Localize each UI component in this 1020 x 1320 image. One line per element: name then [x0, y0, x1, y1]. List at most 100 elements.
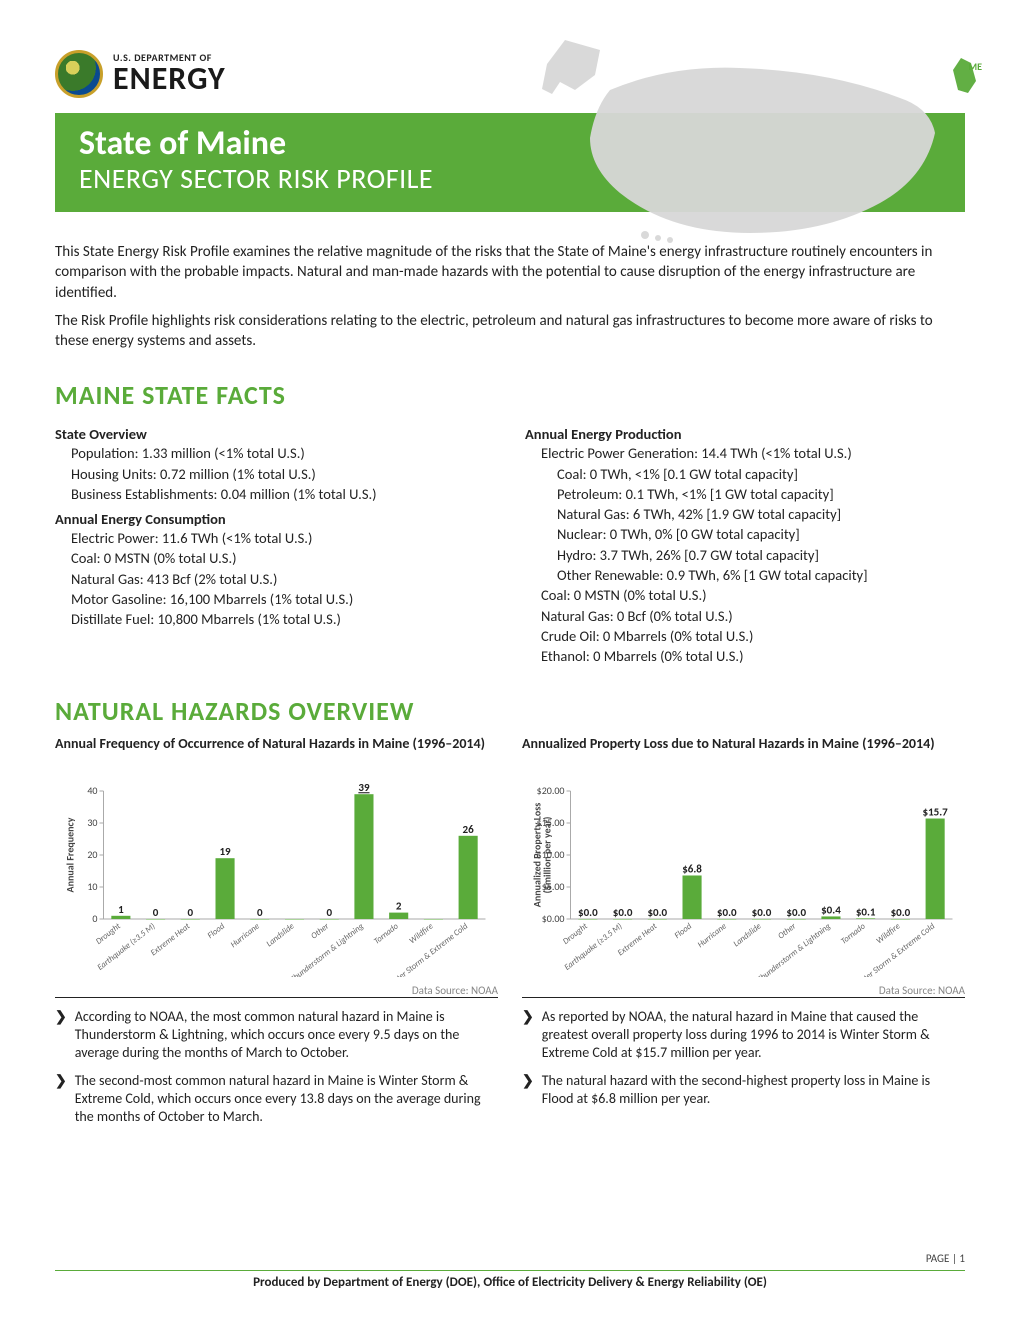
svg-text:$0.00: $0.00 — [542, 912, 565, 925]
svg-text:30: 30 — [87, 816, 97, 829]
loss-bar-chart: $0.00$5.00$10.00$15.00$20.00Annualized P… — [522, 777, 965, 977]
chart-title-loss: Annualized Property Loss due to Natural … — [522, 735, 965, 771]
svg-text:Earthquake (≥3.5 M): Earthquake (≥3.5 M) — [563, 921, 625, 973]
facts-row: Natural Gas: 6 TWh, 42% [1.9 GW total ca… — [525, 504, 965, 524]
svg-text:0: 0 — [188, 906, 194, 919]
bullet-icon: ❯ — [522, 1072, 534, 1108]
svg-text:Landslide: Landslide — [732, 921, 764, 949]
footer-text: Produced by Department of Energy (DOE), … — [253, 1275, 767, 1290]
bullets-row: ❯According to NOAA, the most common natu… — [55, 997, 965, 1137]
svg-text:Tornado: Tornado — [839, 921, 868, 947]
chart-source: Data Source: NOAA — [55, 984, 498, 997]
svg-text:0: 0 — [326, 906, 332, 919]
svg-text:Wildfire: Wildfire — [408, 921, 436, 946]
facts-subhead: Annual Energy Consumption — [55, 510, 495, 528]
svg-text:10: 10 — [87, 880, 97, 893]
facts-row: Business Establishments: 0.04 million (1… — [55, 484, 495, 504]
svg-text:0: 0 — [153, 906, 159, 919]
facts-subhead: Annual Energy Production — [525, 425, 965, 443]
svg-text:19: 19 — [219, 845, 231, 858]
svg-text:$0.0: $0.0 — [578, 906, 598, 919]
facts-columns: State OverviewPopulation: 1.33 million (… — [55, 419, 965, 666]
bullet-text: The natural hazard with the second-highe… — [542, 1072, 965, 1108]
section-heading-hazards: NATURAL HAZARDS OVERVIEW — [55, 695, 965, 727]
facts-row: Natural Gas: 0 Bcf (0% total U.S.) — [525, 606, 965, 626]
bullet-icon: ❯ — [522, 1008, 534, 1063]
svg-text:Hurricane: Hurricane — [229, 921, 262, 950]
svg-text:0: 0 — [257, 906, 263, 919]
svg-text:Flood: Flood — [673, 921, 695, 941]
facts-row: Distillate Fuel: 10,800 Mbarrels (1% tot… — [55, 609, 495, 629]
facts-row: Natural Gas: 413 Bcf (2% total U.S.) — [55, 569, 495, 589]
svg-text:$0.0: $0.0 — [613, 906, 633, 919]
svg-text:2: 2 — [396, 899, 402, 912]
svg-text:$0.0: $0.0 — [647, 906, 667, 919]
svg-text:40: 40 — [87, 784, 97, 797]
bullet-item: ❯According to NOAA, the most common natu… — [55, 1008, 498, 1063]
svg-text:20: 20 — [87, 848, 97, 861]
svg-text:$20.00: $20.00 — [537, 784, 565, 797]
state-abbrev-label: ME — [968, 60, 982, 73]
chart-title-freq: Annual Frequency of Occurrence of Natura… — [55, 735, 498, 771]
bullet-item: ❯The second-most common natural hazard i… — [55, 1072, 498, 1127]
svg-text:0: 0 — [92, 912, 97, 925]
bullet-icon: ❯ — [55, 1072, 67, 1127]
facts-row: Coal: 0 MSTN (0% total U.S.) — [525, 585, 965, 605]
facts-row: Nuclear: 0 TWh, 0% [0 GW total capacity] — [525, 524, 965, 544]
svg-text:$15.7: $15.7 — [923, 805, 949, 818]
svg-text:Annual Frequency: Annual Frequency — [64, 817, 77, 892]
intro-block: This State Energy Risk Profile examines … — [55, 242, 965, 351]
facts-row: Electric Power: 11.6 TWh (<1% total U.S.… — [55, 528, 495, 548]
intro-paragraph: This State Energy Risk Profile examines … — [55, 242, 965, 303]
svg-text:Tornado: Tornado — [372, 921, 401, 947]
dept-name: ENERGY — [113, 63, 226, 95]
svg-text:Other: Other — [309, 921, 331, 941]
section-heading-facts: MAINE STATE FACTS — [55, 379, 965, 411]
bullet-text: According to NOAA, the most common natur… — [75, 1008, 498, 1063]
facts-row: Coal: 0 TWh, <1% [0.1 GW total capacity] — [525, 464, 965, 484]
bullet-item: ❯As reported by NOAA, the natural hazard… — [522, 1008, 965, 1063]
svg-text:$6.8: $6.8 — [682, 862, 702, 875]
svg-text:Hurricane: Hurricane — [696, 921, 729, 950]
facts-row: Crude Oil: 0 Mbarrels (0% total U.S.) — [525, 626, 965, 646]
svg-text:1: 1 — [118, 902, 124, 915]
chart-source: Data Source: NOAA — [522, 984, 965, 997]
facts-row: Coal: 0 MSTN (0% total U.S.) — [55, 548, 495, 568]
svg-text:$0.1: $0.1 — [856, 905, 876, 918]
svg-text:Drought: Drought — [561, 921, 590, 946]
svg-text:Flood: Flood — [206, 921, 228, 941]
page-number: PAGE | 1 — [926, 1252, 965, 1265]
facts-row: Electric Power Generation: 14.4 TWh (<1%… — [525, 443, 965, 463]
svg-text:$0.0: $0.0 — [891, 906, 911, 919]
facts-subhead: State Overview — [55, 425, 495, 443]
svg-text:Other: Other — [776, 921, 798, 941]
svg-text:$0.0: $0.0 — [786, 906, 806, 919]
facts-row: Housing Units: 0.72 million (1% total U.… — [55, 464, 495, 484]
bullet-icon: ❯ — [55, 1008, 67, 1063]
svg-text:Wildfire: Wildfire — [875, 921, 903, 946]
bullet-text: The second-most common natural hazard in… — [75, 1072, 498, 1127]
intro-paragraph: The Risk Profile highlights risk conside… — [55, 311, 965, 352]
facts-row: Other Renewable: 0.9 TWh, 6% [1 GW total… — [525, 565, 965, 585]
facts-row: Hydro: 3.7 TWh, 26% [0.7 GW total capaci… — [525, 545, 965, 565]
facts-row: Ethanol: 0 Mbarrels (0% total U.S.) — [525, 646, 965, 666]
svg-text:39: 39 — [358, 781, 370, 794]
bullet-text: As reported by NOAA, the natural hazard … — [542, 1008, 965, 1063]
bullet-item: ❯The natural hazard with the second-high… — [522, 1072, 965, 1108]
frequency-bar-chart: 010203040Annual Frequency1Drought0Earthq… — [55, 777, 498, 977]
us-map-silhouette — [510, 35, 980, 250]
facts-row: Motor Gasoline: 16,100 Mbarrels (1% tota… — [55, 589, 495, 609]
svg-text:$0.4: $0.4 — [821, 903, 841, 916]
doe-seal-icon — [55, 50, 103, 98]
svg-text:Earthquake (≥3.5 M): Earthquake (≥3.5 M) — [96, 921, 158, 973]
svg-text:$0.0: $0.0 — [717, 906, 737, 919]
facts-row: Petroleum: 0.1 TWh, <1% [1 GW total capa… — [525, 484, 965, 504]
facts-row: Population: 1.33 million (<1% total U.S.… — [55, 443, 495, 463]
charts-row: Annual Frequency of Occurrence of Natura… — [55, 735, 965, 997]
svg-text:Landslide: Landslide — [265, 921, 297, 949]
svg-text:($million per year): ($million per year) — [541, 816, 554, 893]
footer: Produced by Department of Energy (DOE), … — [55, 1270, 965, 1290]
svg-text:$0.0: $0.0 — [752, 906, 772, 919]
svg-text:26: 26 — [463, 822, 475, 835]
svg-text:Drought: Drought — [94, 921, 123, 946]
